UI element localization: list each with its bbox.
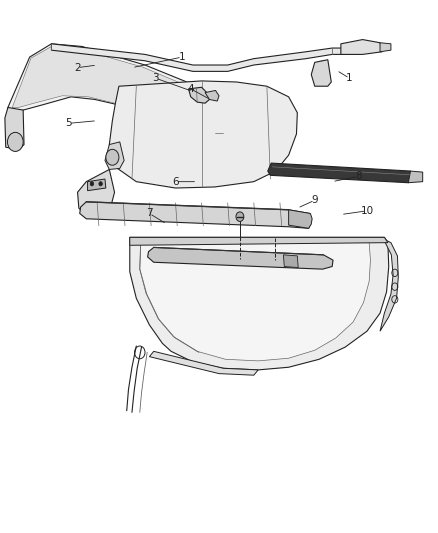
Polygon shape	[289, 210, 312, 228]
Polygon shape	[105, 142, 124, 169]
Circle shape	[90, 182, 94, 186]
Polygon shape	[148, 247, 333, 269]
Text: 7: 7	[146, 208, 153, 219]
Polygon shape	[12, 46, 208, 110]
Polygon shape	[88, 179, 106, 191]
Text: 5: 5	[66, 118, 72, 128]
Polygon shape	[130, 237, 388, 245]
Circle shape	[106, 149, 119, 165]
Polygon shape	[268, 163, 413, 183]
Text: 4: 4	[187, 84, 194, 94]
Text: 1: 1	[346, 73, 353, 83]
Text: 2: 2	[74, 63, 81, 72]
Polygon shape	[283, 255, 298, 268]
Polygon shape	[130, 237, 389, 370]
Text: 10: 10	[360, 206, 374, 216]
Polygon shape	[205, 91, 219, 101]
Text: 8: 8	[355, 172, 362, 181]
Polygon shape	[80, 202, 311, 228]
Circle shape	[7, 132, 23, 151]
Polygon shape	[51, 44, 358, 71]
Text: 6: 6	[172, 176, 179, 187]
Polygon shape	[8, 44, 219, 115]
Polygon shape	[408, 171, 423, 183]
Polygon shape	[380, 43, 391, 52]
Polygon shape	[341, 39, 382, 54]
Circle shape	[99, 182, 102, 186]
Circle shape	[236, 212, 244, 221]
Polygon shape	[188, 87, 209, 103]
Polygon shape	[149, 351, 258, 375]
Polygon shape	[380, 237, 398, 331]
Polygon shape	[78, 169, 115, 216]
Polygon shape	[311, 60, 331, 86]
Polygon shape	[110, 81, 297, 188]
Text: 9: 9	[311, 195, 318, 205]
Text: 1: 1	[179, 52, 185, 62]
Text: 3: 3	[152, 73, 159, 83]
Polygon shape	[5, 108, 24, 150]
Polygon shape	[140, 243, 371, 361]
